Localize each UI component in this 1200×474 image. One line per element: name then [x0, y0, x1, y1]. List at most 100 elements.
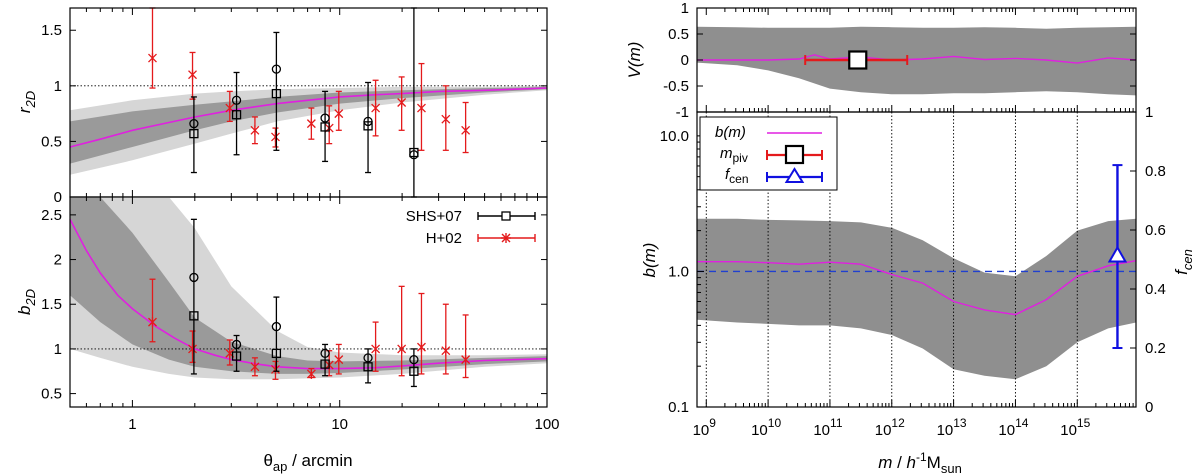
vm-ytick-label: -0.5: [663, 78, 689, 95]
b2d-shs-circle: [409, 354, 419, 365]
r2d-h02-point: [417, 62, 426, 151]
legend-marker-pivot: [766, 144, 823, 165]
b2d-shs-square: [271, 348, 282, 359]
bm-frame: [696, 111, 1137, 408]
r2d-shs-point: [189, 96, 199, 174]
legend-label-pivot: mpiv: [720, 145, 748, 165]
b2d-ticks: 0.5 1 1.5 2 2.5 1 10 100: [41, 197, 560, 433]
bm-band: [697, 218, 1136, 380]
b2d-shs-circle: [363, 353, 373, 363]
b2d-shs-point: [189, 218, 199, 375]
bm-curve-line: [697, 260, 1137, 316]
bm-ytick-label: 1.0: [668, 263, 689, 280]
r2d-h02-point: [271, 127, 280, 148]
panel-r2d: 0 0.5 1 1.5 r2D: [15, 7, 548, 206]
b2d-h02-point: [461, 314, 471, 379]
bm-xtick-label: 109: [693, 416, 717, 439]
bm-y2tick-label: 0.8: [1145, 163, 1166, 180]
r2d-h02-point: [250, 116, 260, 145]
b2d-shs-point: [271, 296, 282, 372]
bm-xtick-label: 1012: [875, 416, 905, 439]
r2d-shs-square: [363, 121, 373, 131]
r2d-ytick-label: 1.5: [41, 22, 62, 39]
r2d-shs-points: [189, 7, 419, 198]
b2d-h02-points: [148, 278, 471, 380]
bm-xtick-label: 1015: [1060, 416, 1090, 439]
bm-y2tick-label: 0.4: [1145, 281, 1166, 298]
vm-band-area: [697, 26, 1136, 96]
b2d-h02-point: [250, 357, 260, 377]
r2d-shs-point: [231, 71, 242, 156]
r2d-shs-circle: [320, 113, 330, 123]
b2d-h02-point: [225, 339, 235, 366]
b2d-legend: SHS+07 H+02: [406, 208, 536, 247]
b2d-h02-point: [371, 321, 381, 372]
legend-marker-h02: [477, 233, 536, 243]
b2d-ytick-label: 2.5: [41, 207, 62, 224]
bm-band-area: [697, 218, 1136, 380]
vm-ytick-label: -1: [676, 104, 689, 121]
b2d-xtick-label: 100: [534, 416, 559, 433]
b2d-shs-circle: [271, 321, 282, 332]
bm-y2tick-label: 1: [1145, 104, 1153, 121]
b2d-shs-point: [363, 348, 373, 384]
b2d-xtick-label: 10: [331, 416, 348, 433]
b2d-ytick-label: 0.5: [41, 386, 62, 403]
r2d-h02-point: [148, 7, 157, 89]
b2d-ytick-label: 1.5: [41, 296, 62, 313]
b2d-shs-square: [231, 351, 242, 361]
b2d-h02-point: [441, 303, 451, 375]
b2d-shs-circle: [231, 339, 242, 350]
r2d-shs-circle: [271, 64, 282, 74]
r2d-ytick-label: 0.5: [41, 133, 62, 150]
r2d-shs-square: [231, 110, 242, 120]
b2d-shs-square: [409, 366, 419, 376]
r2d-h02-point: [441, 85, 451, 151]
b2d-ylabel: b2D: [15, 289, 38, 315]
b2d-shs-square: [363, 362, 373, 372]
panel-bm: 0.1 1.0 10.0 0 0.2 0.4 0.6 0.8 1 109 1010 1011 1012 1…: [640, 104, 1195, 474]
r2d-shs-point: [409, 7, 419, 198]
b2d-h02-point: [334, 343, 344, 375]
bm-ylabel: b(m): [640, 243, 659, 278]
b2d-bands: [70, 197, 547, 380]
bm-xlabel: m / h-1Msun: [878, 450, 962, 474]
r2d-h02-points: [148, 7, 471, 154]
bm-curve: [697, 260, 1137, 316]
r2d-h02-point: [371, 79, 381, 137]
r2d-shs-point: [363, 81, 373, 174]
r2d-ytick-label: 1: [54, 78, 62, 95]
r2d-shs-circle: [409, 150, 419, 160]
panel-vm: -1 -0.5 0 0.5 1 V(m): [625, 0, 1137, 121]
r2d-model-line: [69, 87, 548, 148]
bm-y2tick-label: 0.6: [1145, 222, 1166, 239]
r2d-shs-circle: [231, 95, 242, 105]
r2d-shs-square: [320, 122, 330, 132]
r2d-h02-point: [334, 90, 344, 131]
vm-pivot-marker: [848, 50, 868, 70]
legend-marker-fcen: [766, 167, 823, 183]
r2d-h02-point: [188, 51, 197, 100]
r2d-ylabel: r2D: [15, 91, 38, 113]
b2d-xtick-label: 1: [128, 416, 136, 433]
b2d-shs-points: [189, 218, 419, 388]
bm-xtick-label: 1010: [751, 416, 781, 439]
b2d-h02-point: [306, 367, 316, 379]
b2d-ytick-label: 2: [54, 252, 62, 269]
bm-xtick-label: 1013: [937, 416, 967, 439]
vm-pivot-point: [804, 50, 909, 70]
r2d-h02-point: [397, 76, 407, 131]
legend-label-b: b(m): [715, 124, 746, 141]
bm-ytick-label: 10.0: [660, 128, 689, 145]
vm-ytick-label: 0: [681, 52, 689, 69]
b2d-shs-point: [231, 334, 242, 372]
r2d-ticks: 0 0.5 1 1.5: [41, 8, 548, 206]
b2d-h02-point: [271, 360, 280, 380]
b2d-h02-point: [148, 278, 157, 343]
b2d-h02-point: [397, 285, 407, 377]
b2d-xlabel: θap / arcmin: [263, 451, 352, 474]
bm-ticks: 0.1 1.0 10.0 0 0.2 0.4 0.6 0.8 1 109 1010 1011 1012 1…: [660, 104, 1166, 439]
b2d-band-inner: [70, 197, 547, 374]
vm-band: [697, 26, 1136, 96]
